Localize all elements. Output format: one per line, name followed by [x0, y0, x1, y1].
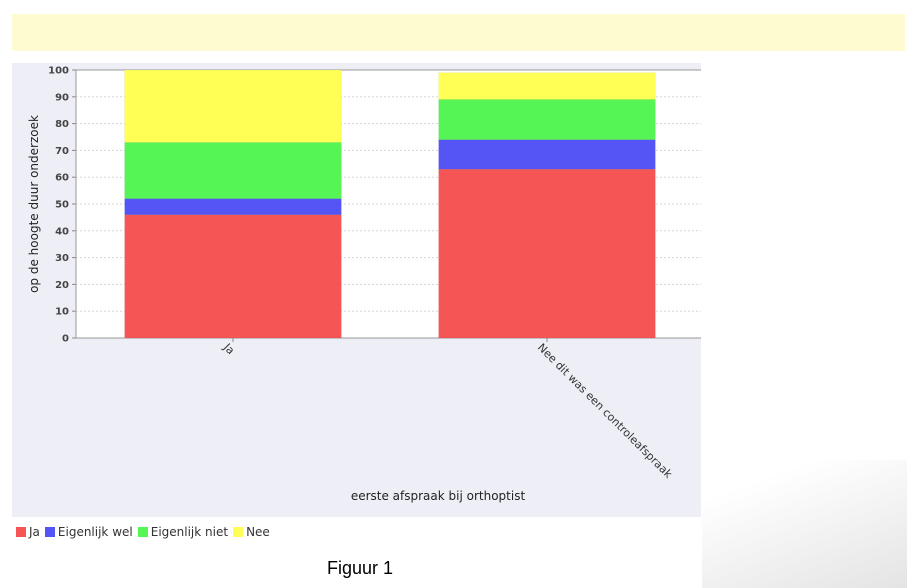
legend-item: Nee: [233, 525, 270, 539]
bar-segment: [438, 72, 656, 100]
y-tick-label: 100: [48, 66, 69, 77]
y-tick-label: 60: [55, 173, 69, 184]
bar-segment: [438, 99, 656, 140]
y-tick-label: 30: [55, 253, 69, 264]
x-tick-label: Nee dit was een controleafspraak: [535, 341, 675, 481]
highlight-band: [12, 14, 905, 51]
bar-segment: [438, 139, 656, 170]
legend-label: Eigenlijk niet: [150, 525, 229, 539]
figure-caption: Figuur 1: [326, 558, 394, 578]
stacked-bar-chart: 0 10 20 30 40 50 60 70 80 90 100 Ja Nee dit was een …: [27, 66, 701, 503]
y-axis-title: op de hoogte duur onderzoek: [27, 115, 41, 293]
bar-segment: [124, 214, 342, 339]
chart-legend: Ja Eigenlijk wel Eigenlijk niet Nee: [16, 524, 275, 540]
bar-segment: [124, 69, 342, 143]
bar-segment: [438, 168, 656, 339]
y-tick-label: 50: [55, 200, 69, 211]
legend-swatch: [137, 527, 148, 537]
legend-item: Eigenlijk niet: [137, 525, 229, 539]
x-tick-label: Ja: [220, 340, 237, 357]
legend-label: Eigenlijk wel: [57, 525, 133, 539]
legend-label: Nee: [246, 525, 270, 539]
y-tick-label: 40: [55, 226, 69, 237]
legend-item: Ja: [16, 525, 40, 539]
legend-swatch: [233, 527, 244, 537]
legend-label: Ja: [29, 525, 40, 539]
bar-segment: [124, 198, 342, 215]
legend-swatch: [16, 527, 26, 537]
y-tick-label: 0: [62, 334, 69, 345]
legend-swatch: [44, 527, 55, 537]
x-axis-title: eerste afspraak bij orthoptist: [351, 489, 526, 503]
bar-segment: [124, 142, 342, 199]
legend-item: Eigenlijk wel: [44, 525, 133, 539]
y-tick-label: 90: [55, 92, 69, 103]
y-tick-label: 10: [55, 307, 69, 318]
y-tick-label: 80: [55, 119, 69, 130]
y-tick-label: 20: [55, 280, 69, 291]
corner-shade: [702, 460, 907, 588]
chart-panel: 0 10 20 30 40 50 60 70 80 90 100 Ja Nee dit was een …: [12, 63, 701, 517]
y-tick-label: 70: [55, 146, 69, 157]
